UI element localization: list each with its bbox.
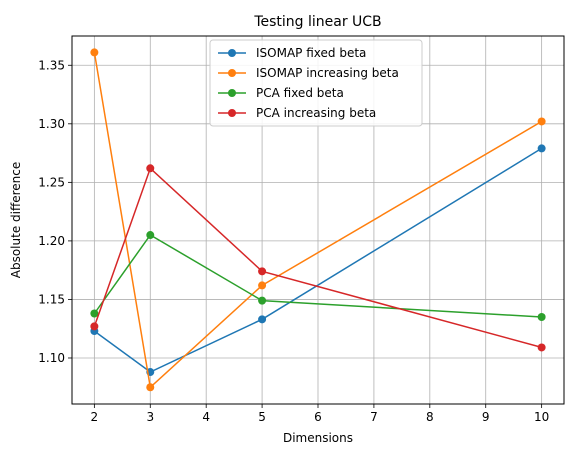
x-tick-label: 2 bbox=[91, 410, 99, 424]
legend-label: PCA increasing beta bbox=[256, 106, 376, 120]
legend-label: ISOMAP fixed beta bbox=[256, 46, 366, 60]
x-tick-label: 9 bbox=[482, 410, 490, 424]
series-4 bbox=[90, 164, 546, 352]
x-tick-label: 4 bbox=[202, 410, 210, 424]
legend-item: ISOMAP fixed beta bbox=[218, 46, 366, 60]
x-tick-label: 3 bbox=[146, 410, 154, 424]
y-tick-label: 1.35 bbox=[38, 58, 65, 72]
legend-item: PCA fixed beta bbox=[218, 86, 344, 100]
legend-item: PCA increasing beta bbox=[218, 106, 376, 120]
legend-item: ISOMAP increasing beta bbox=[218, 66, 399, 80]
data-point bbox=[90, 322, 99, 331]
x-tick-label: 10 bbox=[534, 410, 549, 424]
x-tick-label: 7 bbox=[370, 410, 378, 424]
data-point bbox=[90, 309, 99, 318]
legend: ISOMAP fixed beta ISOMAP increasing beta P… bbox=[209, 39, 423, 127]
series-layer bbox=[90, 48, 546, 392]
y-tick-label: 1.30 bbox=[38, 117, 65, 131]
data-point bbox=[146, 383, 155, 392]
series-line bbox=[93, 166, 542, 349]
y-tick-label: 1.20 bbox=[38, 234, 65, 248]
legend-label: PCA fixed beta bbox=[256, 86, 344, 100]
y-tick-label: 1.15 bbox=[38, 292, 65, 306]
legend-label: ISOMAP increasing beta bbox=[256, 66, 399, 80]
legend-marker bbox=[228, 69, 236, 77]
x-axis-label: Dimensions bbox=[283, 431, 353, 445]
legend-marker bbox=[228, 109, 236, 117]
data-point bbox=[537, 144, 546, 153]
y-axis: 1.10 1.15 1.20 1.25 1.30 1.35 bbox=[38, 58, 72, 365]
y-tick-label: 1.10 bbox=[38, 351, 65, 365]
data-point bbox=[537, 313, 546, 322]
x-tick-label: 5 bbox=[258, 410, 266, 424]
y-axis-label: Absolute difference bbox=[9, 162, 23, 279]
x-tick-label: 8 bbox=[426, 410, 434, 424]
data-point bbox=[258, 315, 267, 324]
chart-title: Testing linear UCB bbox=[253, 14, 381, 30]
data-point bbox=[146, 231, 155, 240]
data-point bbox=[90, 48, 99, 57]
data-point bbox=[258, 281, 267, 290]
data-point bbox=[146, 164, 155, 173]
series-line bbox=[93, 52, 542, 389]
series-line bbox=[93, 147, 542, 373]
data-point bbox=[537, 343, 546, 352]
data-point bbox=[258, 267, 267, 276]
legend-marker bbox=[228, 89, 236, 97]
legend-marker bbox=[228, 49, 236, 57]
data-point bbox=[537, 117, 546, 126]
y-tick-label: 1.25 bbox=[38, 175, 65, 189]
data-point bbox=[258, 296, 267, 305]
x-axis: 2 3 4 5 6 7 8 9 10 bbox=[91, 404, 549, 424]
legend-box bbox=[209, 39, 423, 127]
x-tick-label: 6 bbox=[314, 410, 322, 424]
series-2 bbox=[90, 48, 546, 392]
